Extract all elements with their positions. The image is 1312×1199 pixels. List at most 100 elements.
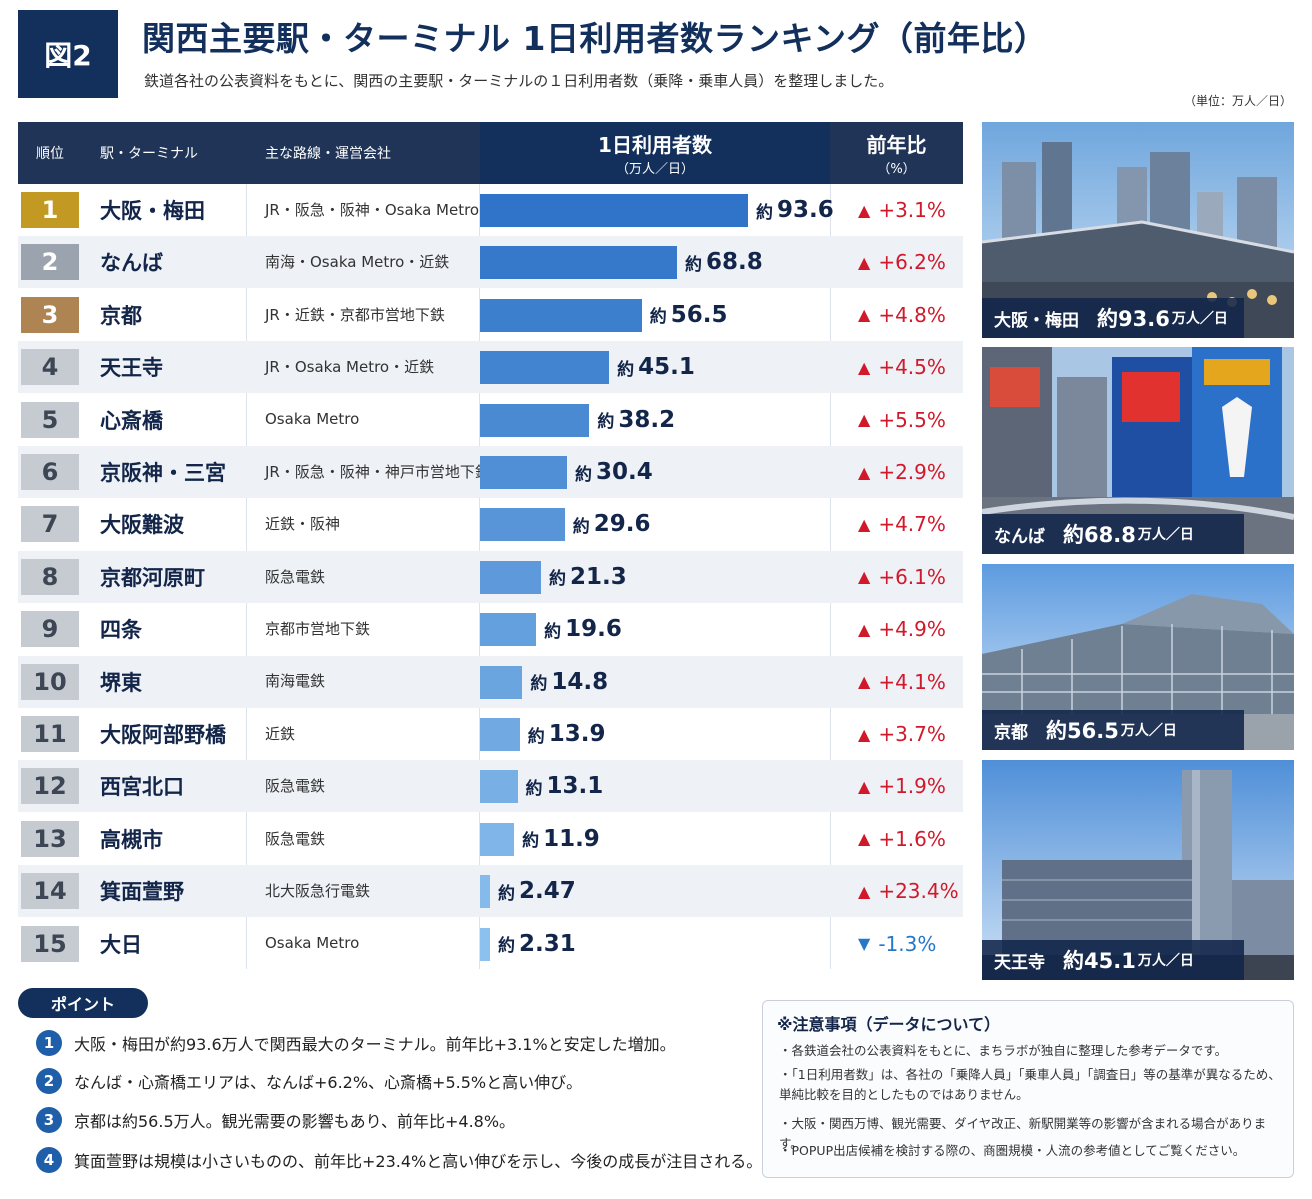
- photo-caption-unit: 万人／日: [1171, 311, 1228, 327]
- page-title: 関西主要駅・ターミナル 1日利用者数ランキング（前年比）: [142, 19, 1048, 58]
- bar: [480, 613, 537, 647]
- bar-value-label: 約 14.8: [530, 656, 608, 708]
- point-text: 京都は約56.5万人。観光需要の影響もあり、前年比+4.8%。: [74, 1112, 516, 1131]
- header-metric-label: 1日利用者数: [598, 133, 712, 157]
- bar-value-label: 約 29.6: [573, 498, 651, 550]
- header-yoy-unit: （%）: [877, 162, 916, 177]
- point-text: 大阪・梅田が約93.6万人で関西最大のターミナル。前年比+3.1%と安定した増加…: [74, 1035, 676, 1054]
- header-yoy: 前年比 （%）: [830, 122, 963, 184]
- station-name: 高槻市: [100, 827, 163, 852]
- station-lines: JR・近鉄・京都市営地下鉄: [265, 305, 445, 324]
- unit-note: （単位：万人／日）: [1183, 94, 1292, 108]
- up-arrow-icon: ▲: [858, 462, 871, 482]
- yoy-value: ▲ +6.2%: [858, 236, 946, 288]
- station-name: 四条: [100, 618, 142, 643]
- point-number: 4: [36, 1147, 62, 1173]
- value-prefix: 約: [525, 778, 543, 799]
- yoy-text: +4.5%: [878, 355, 946, 380]
- note-item: ・各鉄道会社の公表資料をもとに、まちラボが独自に整理した参考データです。: [779, 1043, 1228, 1058]
- rank-badge: 14: [21, 873, 79, 910]
- header-yoy-label: 前年比: [866, 133, 927, 157]
- value-text: 38.2: [618, 406, 676, 433]
- bar: [480, 508, 565, 542]
- rank-badge: 4: [21, 349, 79, 386]
- value-prefix: 約: [530, 674, 548, 695]
- yoy-text: +1.6%: [878, 826, 946, 851]
- point-text: なんば・心斎橋エリアは、なんば+6.2%、心斎橋+5.5%と高い伸び。: [74, 1073, 583, 1092]
- bar: [480, 298, 642, 332]
- bar: [480, 560, 541, 594]
- bar: [480, 927, 490, 961]
- up-arrow-icon: ▲: [858, 357, 871, 377]
- yoy-text: +4.9%: [878, 617, 946, 642]
- yoy-text: +1.9%: [878, 774, 946, 799]
- page-subtitle: 鉄道各社の公表資料をもとに、関西の主要駅・ターミナルの１日利用者数（乗降・乗車人…: [144, 72, 894, 90]
- yoy-value: ▲ +5.5%: [858, 394, 946, 446]
- header-lines-label: 主な路線・運営会社: [265, 146, 391, 162]
- value-prefix: 約: [684, 254, 702, 275]
- station-lines: 南海・Osaka Metro・近鉄: [265, 253, 450, 272]
- value-prefix: 約: [597, 412, 615, 433]
- yoy-value: ▲ +4.8%: [858, 289, 946, 341]
- station-lines: JR・阪急・阪神・Osaka Metro: [265, 200, 480, 219]
- up-arrow-icon: ▲: [858, 567, 871, 587]
- up-arrow-icon: ▲: [858, 305, 871, 325]
- value-prefix: 約: [544, 621, 562, 642]
- point-item: 3 京都は約56.5万人。観光需要の影響もあり、前年比+4.8%。: [36, 1105, 515, 1135]
- bar-value-label: 約 13.1: [526, 760, 604, 812]
- rank-badge: 8: [21, 558, 79, 595]
- bar: [480, 770, 518, 804]
- bar-value-label: 約 68.8: [685, 236, 763, 288]
- table-row: 6 京阪神・三宮 JR・阪急・阪神・神戸市営地下鉄 約 30.4 ▲ +2.9%: [18, 446, 963, 498]
- photo-caption: なんば 約68.8 万人／日: [982, 514, 1244, 554]
- up-arrow-icon: ▲: [858, 881, 871, 901]
- rank-badge: 15: [21, 925, 79, 962]
- station-lines: 阪急電鉄: [265, 777, 326, 796]
- bar-value-label: 約 21.3: [549, 551, 627, 603]
- yoy-value: ▲ +4.7%: [858, 498, 946, 550]
- station-lines: Osaka Metro: [265, 410, 360, 429]
- value-text: 93.6: [777, 197, 834, 223]
- value-text: 21.3: [569, 563, 627, 590]
- bar-value-label: 約 13.9: [528, 708, 606, 760]
- up-arrow-icon: ▲: [858, 672, 871, 692]
- up-arrow-icon: ▲: [858, 776, 871, 796]
- photo-caption-value: 約93.6: [1097, 307, 1170, 331]
- table-row: 11 大阪阿部野橋 近鉄 約 13.9 ▲ +3.7%: [18, 708, 963, 760]
- value-text: 68.8: [705, 249, 763, 276]
- bar-value-label: 約 11.9: [522, 813, 600, 865]
- down-arrow-icon: ▼: [858, 934, 871, 954]
- rank-badge: 6: [21, 454, 79, 490]
- yoy-text: +3.7%: [878, 722, 946, 746]
- points-badge: ポイント: [18, 988, 148, 1018]
- bar: [480, 875, 490, 909]
- value-text: 19.6: [565, 616, 622, 643]
- header-rank: 順位: [18, 122, 82, 184]
- value-prefix: 約: [649, 307, 667, 328]
- yoy-value: ▲ +1.9%: [858, 760, 946, 812]
- table-row: 15 大日 Osaka Metro 約 2.31 ▼ -1.3%: [18, 918, 963, 970]
- yoy-text: +23.4%: [878, 879, 959, 904]
- bar-value-label: 約 2.31: [498, 918, 576, 970]
- value-prefix: 約: [498, 936, 515, 957]
- photo-caption-unit: 万人／日: [1120, 723, 1177, 739]
- rank-badge: 9: [21, 611, 79, 648]
- rank-badge: 11: [21, 716, 79, 752]
- station-lines: 阪急電鉄: [265, 829, 326, 848]
- bar: [480, 403, 590, 437]
- station-lines: JR・Osaka Metro・近鉄: [265, 358, 435, 377]
- photo-umeda: 大阪・梅田 約93.6 万人／日: [982, 122, 1294, 338]
- header-lines: 主な路線・運営会社: [265, 122, 475, 184]
- table-row: 2 なんば 南海・Osaka Metro・近鉄 約 68.8 ▲ +6.2%: [18, 236, 963, 289]
- value-text: 2.47: [519, 878, 576, 905]
- up-arrow-icon: ▲: [858, 514, 871, 534]
- table-row: 14 箕面萱野 北大阪急行電鉄 約 2.47 ▲ +23.4%: [18, 865, 963, 918]
- rank-badge: 10: [21, 663, 79, 700]
- table-row: 13 高槻市 阪急電鉄 約 11.9 ▲ +1.6%: [18, 813, 963, 865]
- value-prefix: 約: [527, 726, 545, 747]
- yoy-text: +3.1%: [878, 198, 946, 222]
- yoy-value: ▲ +4.5%: [858, 341, 946, 393]
- photo-caption-value: 約68.8: [1063, 523, 1136, 547]
- yoy-text: +4.1%: [878, 669, 946, 694]
- yoy-value: ▲ +2.9%: [858, 446, 946, 498]
